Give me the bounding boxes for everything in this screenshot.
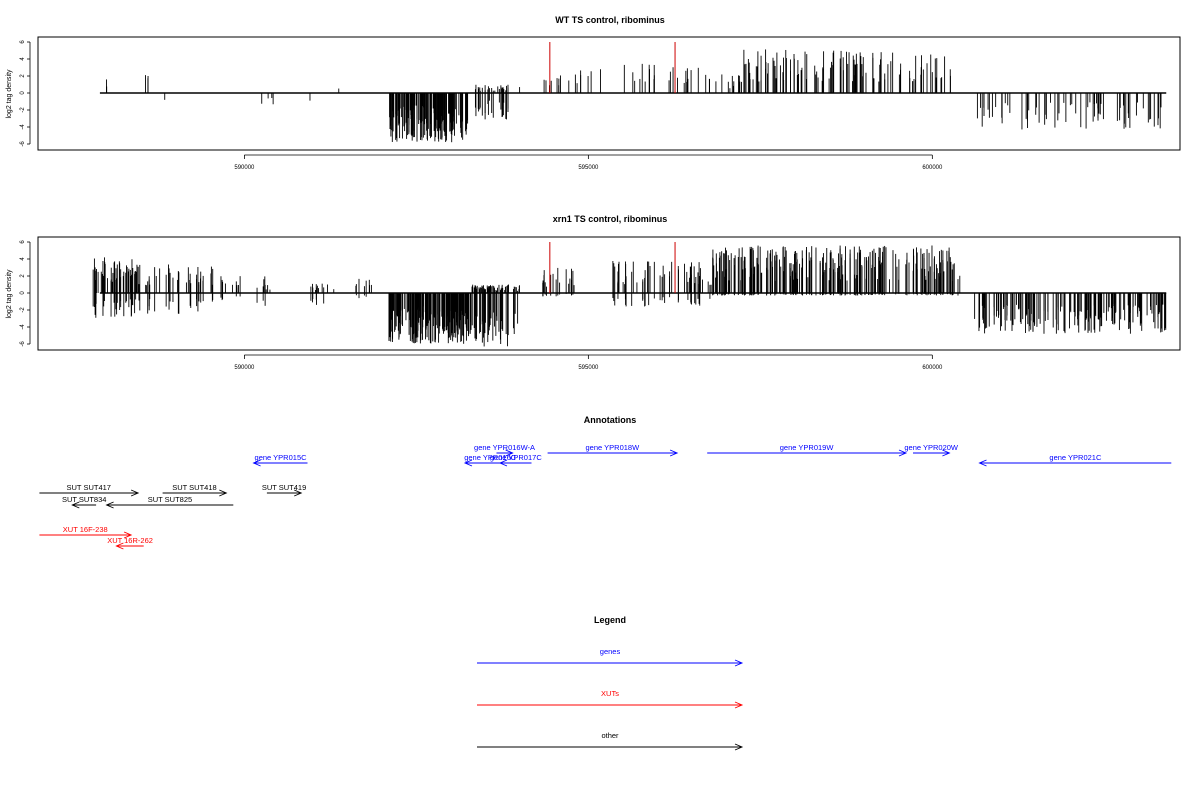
xrn1-track-plot-frame: [37, 236, 1181, 351]
feature-arrow-head: [130, 489, 140, 497]
y-tick-label: -4: [20, 124, 26, 130]
feature-arrow-head: [942, 449, 951, 457]
wt-track-density-bars: [99, 42, 1167, 143]
xrn1-track-panel: xrn1 TS control, ribominus log2 tag dens…: [6, 214, 1181, 371]
feature-arrow-head: [123, 531, 133, 539]
feature-label: gene YPR016W-A: [474, 443, 535, 452]
feature-arrow-head: [115, 542, 124, 550]
xrn1-track-y-axis-label: log2 tag density: [6, 269, 13, 319]
wt-track-y-axis-label: log2 tag density: [6, 69, 13, 119]
feature-label: SUT SUT834: [62, 495, 106, 504]
y-tick-label: 2: [20, 74, 26, 78]
wt-track-title: WT TS control, ribominus: [555, 15, 665, 25]
legend-arrow-head: [734, 701, 744, 709]
feature-label: gene YPR021C: [1049, 453, 1102, 462]
feature-arrow-head: [105, 501, 114, 509]
feature-label: XUT 16R-262: [107, 536, 153, 545]
feature-arrow-head: [898, 449, 908, 457]
x-tick-label: 595000: [578, 165, 599, 171]
x-tick-label: 595000: [578, 365, 599, 371]
feature-label: gene YPR018W: [586, 443, 641, 452]
y-tick-label: 6: [20, 240, 26, 244]
y-tick-label: -6: [20, 341, 26, 347]
legend-items: genes XUTs other: [477, 647, 744, 751]
feature-arrow-head: [669, 449, 679, 457]
legend-label: genes: [600, 647, 621, 656]
feature-arrow-head: [463, 459, 473, 467]
legend-label: other: [601, 731, 619, 740]
y-tick-label: 2: [20, 274, 26, 278]
feature-arrow-head: [978, 459, 987, 467]
x-tick-label: 590000: [234, 365, 255, 371]
xrn1-track-y-axis: 6 4 2 0 -2 -4 -6: [20, 240, 31, 347]
x-tick-label: 600000: [922, 365, 943, 371]
x-tick-label: 590000: [234, 165, 255, 171]
annotations-panel: Annotations gene YPR015C gene YPR016Cgene…: [39, 415, 1172, 550]
feature-label: SUT SUT418: [172, 483, 216, 492]
feature-arrow-head: [498, 459, 508, 467]
legend-label: XUTs: [601, 689, 619, 698]
annotations-title: Annotations: [584, 415, 637, 425]
wt-track-x-axis: 590000 595000 600000: [234, 154, 943, 171]
wt-track-panel: WT TS control, ribominus log2 tag densit…: [6, 15, 1181, 171]
feature-label: gene YPR017C: [490, 453, 543, 462]
y-tick-label: -2: [20, 107, 26, 113]
y-tick-label: 0: [20, 91, 26, 95]
feature-label: gene YPR020W: [904, 443, 959, 452]
y-tick-label: 6: [20, 40, 26, 44]
feature-label: SUT SUT417: [67, 483, 111, 492]
feature-label: gene YPR015C: [255, 453, 308, 462]
feature-label: SUT SUT419: [262, 483, 306, 492]
y-tick-label: 0: [20, 291, 26, 295]
feature-label: gene YPR016C: [464, 453, 517, 462]
wt-track-plot-frame: [37, 36, 1181, 151]
feature-arrow-head: [252, 459, 261, 467]
legend-arrow-head: [734, 659, 744, 667]
feature-label: gene YPR019W: [780, 443, 835, 452]
y-tick-label: 4: [20, 57, 26, 61]
xrn1-track-title: xrn1 TS control, ribominus: [553, 214, 668, 224]
feature-arrow-head: [505, 449, 514, 457]
feature-arrow-head: [294, 489, 303, 497]
legend-title: Legend: [594, 615, 626, 625]
y-tick-label: -6: [20, 141, 26, 147]
y-tick-label: 4: [20, 257, 26, 261]
feature-label: SUT SUT825: [148, 495, 192, 504]
feature-arrow-head: [71, 501, 80, 509]
legend-arrow-head: [734, 743, 744, 751]
legend-panel: Legend genes XUTs other: [477, 615, 744, 751]
y-tick-label: -4: [20, 324, 26, 330]
wt-track-y-axis: 6 4 2 0 -2 -4 -6: [20, 40, 31, 147]
y-tick-label: -2: [20, 307, 26, 313]
x-tick-label: 600000: [922, 165, 943, 171]
xrn1-track-density-bars: [92, 242, 1167, 347]
feature-arrow-head: [219, 489, 228, 497]
xrn1-track-x-axis: 590000 595000 600000: [234, 354, 943, 371]
feature-label: XUT 16F-238: [63, 525, 108, 534]
